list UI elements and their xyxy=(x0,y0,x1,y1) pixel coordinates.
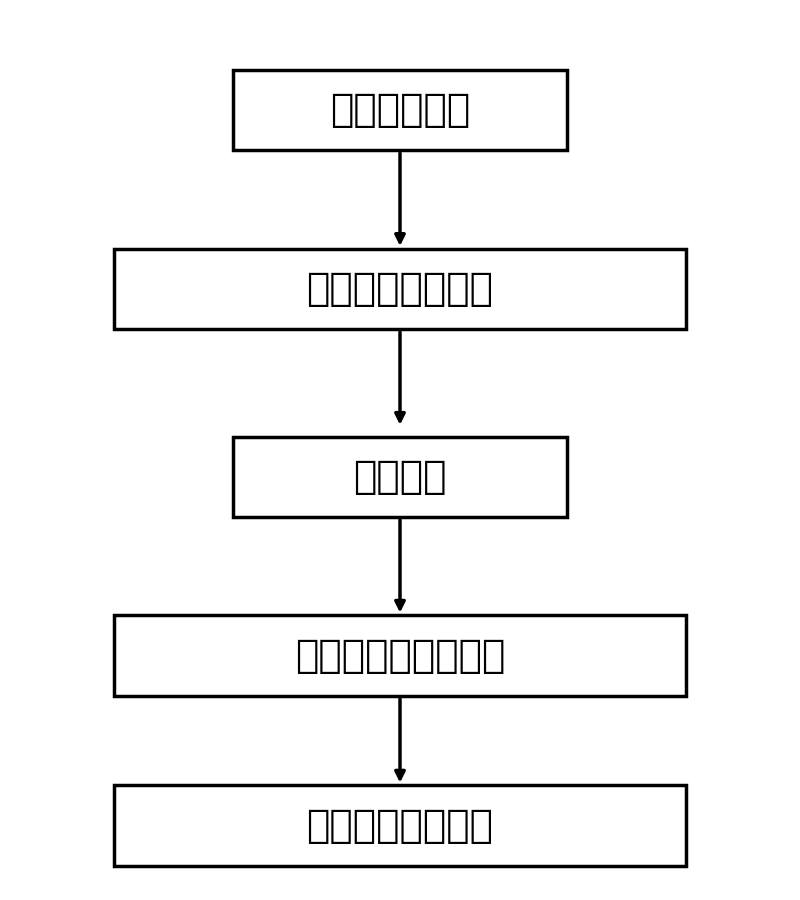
Text: 完成正面工艺: 完成正面工艺 xyxy=(330,91,470,129)
FancyBboxPatch shape xyxy=(114,786,686,866)
FancyBboxPatch shape xyxy=(233,70,567,150)
FancyBboxPatch shape xyxy=(114,616,686,696)
Text: 背面注入杂质离子: 背面注入杂质离子 xyxy=(306,270,494,308)
Text: 杂质激活: 杂质激活 xyxy=(354,458,446,496)
Text: 硅片背面腐蚀或研磨: 硅片背面腐蚀或研磨 xyxy=(295,636,505,675)
FancyBboxPatch shape xyxy=(114,248,686,329)
FancyBboxPatch shape xyxy=(233,436,567,518)
Text: 背面蒸发或溅射铝: 背面蒸发或溅射铝 xyxy=(306,806,494,845)
